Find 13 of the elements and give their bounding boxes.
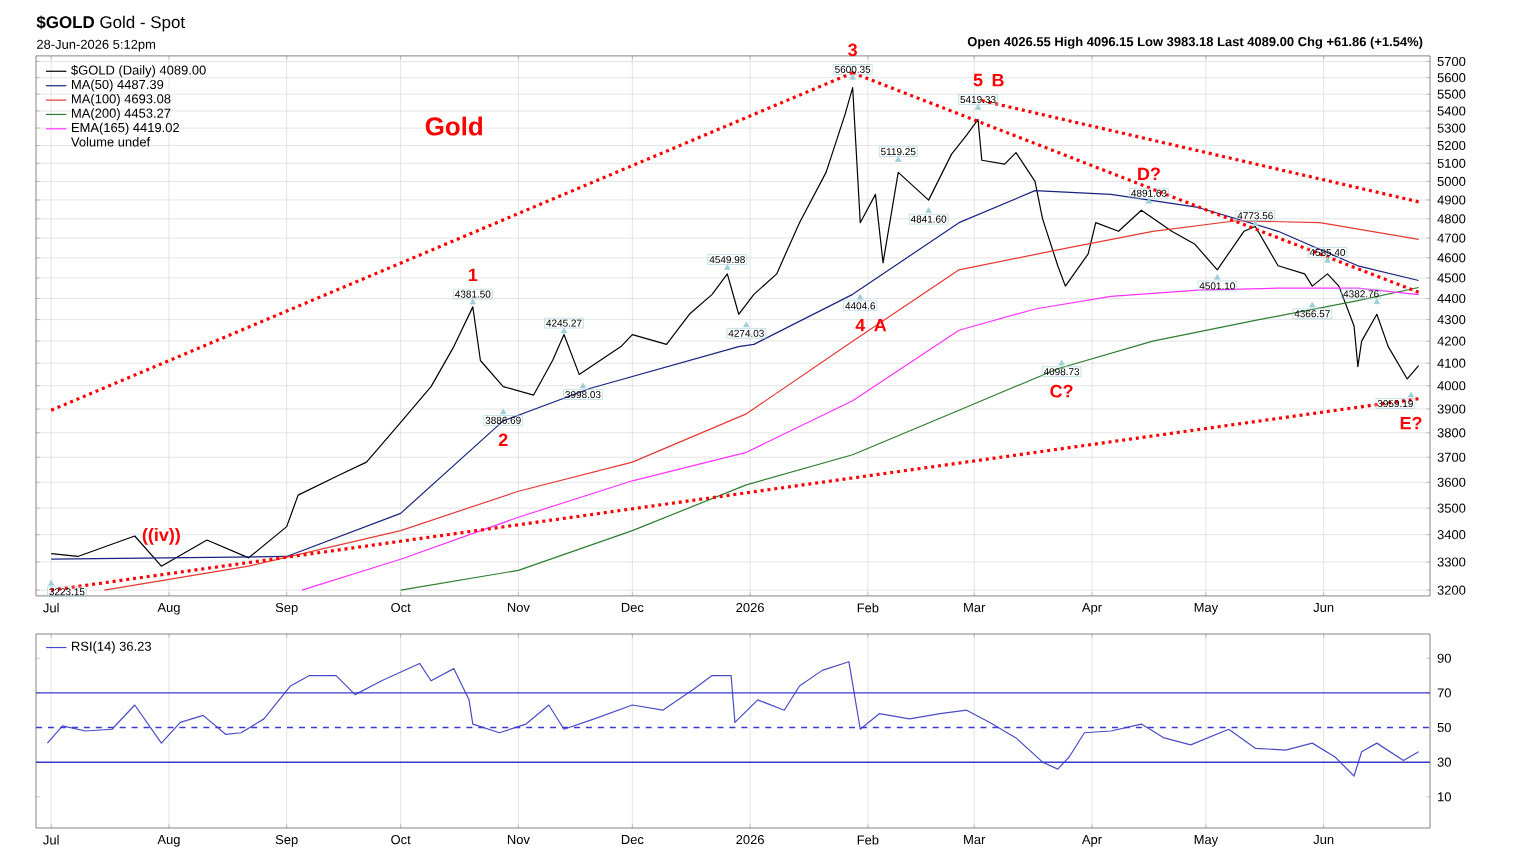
- annotation: D?: [1138, 167, 1160, 181]
- annotation: E?: [1400, 416, 1422, 430]
- annotation: 3: [848, 43, 857, 57]
- annotation: 4: [855, 318, 866, 332]
- annotation: ((iv)): [142, 528, 180, 545]
- annotation: A: [874, 318, 887, 332]
- annotation: Gold: [425, 116, 483, 136]
- annotation: 1: [468, 268, 478, 281]
- chart-title: $GOLD Gold - Spot: [36, 15, 185, 32]
- annotation: B: [992, 73, 1004, 87]
- annotation: 5: [973, 73, 983, 87]
- annotation: C?: [1050, 384, 1073, 398]
- annotation: 2: [498, 433, 508, 447]
